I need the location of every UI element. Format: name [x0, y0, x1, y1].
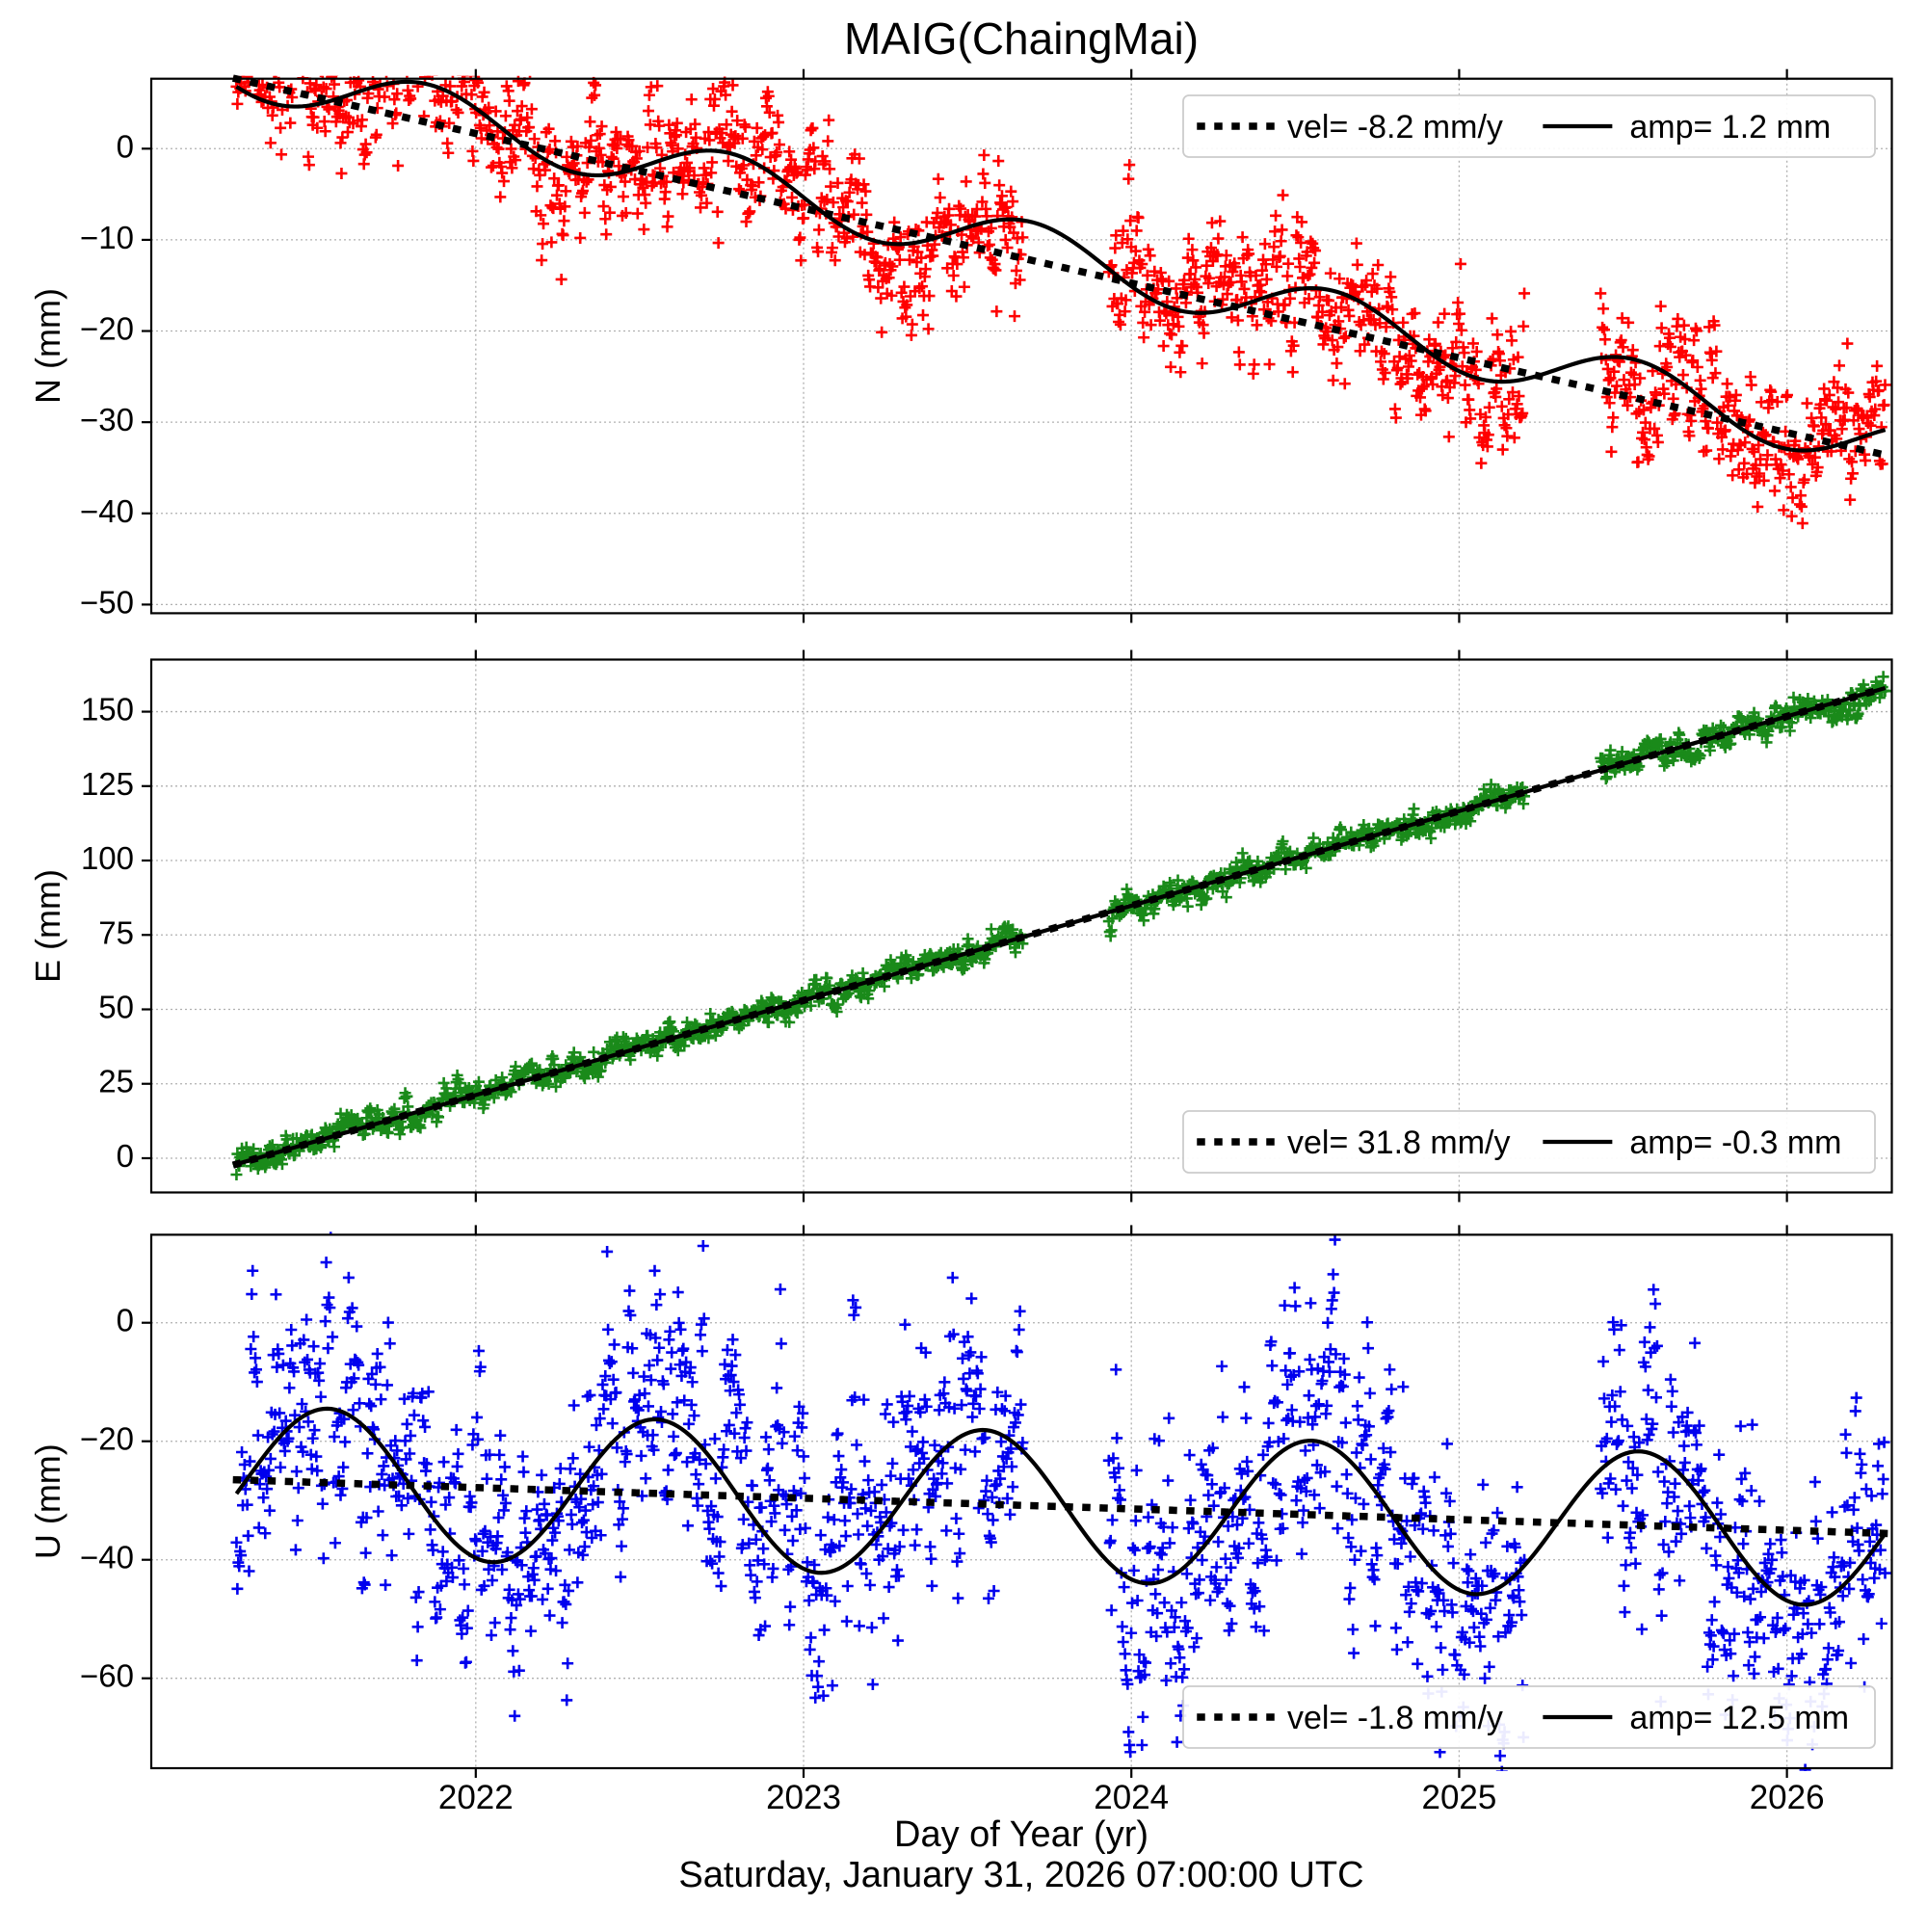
- svg-text:125: 125: [81, 766, 134, 802]
- svg-text:150: 150: [81, 692, 134, 728]
- svg-text:−40: −40: [80, 493, 134, 529]
- svg-text:100: 100: [81, 840, 134, 876]
- svg-text:0: 0: [117, 1138, 134, 1174]
- svg-text:2024: 2024: [1094, 1779, 1169, 1816]
- svg-text:vel= 31.8 mm/y: vel= 31.8 mm/y: [1287, 1125, 1510, 1161]
- svg-text:vel= -8.2 mm/y: vel= -8.2 mm/y: [1287, 109, 1503, 146]
- svg-text:75: 75: [98, 914, 134, 950]
- svg-text:amp= 1.2 mm: amp= 1.2 mm: [1629, 109, 1831, 146]
- svg-text:amp= 12.5 mm: amp= 12.5 mm: [1629, 1700, 1849, 1736]
- svg-text:2026: 2026: [1750, 1779, 1825, 1816]
- svg-text:0: 0: [117, 128, 134, 164]
- svg-text:−10: −10: [80, 220, 134, 255]
- svg-text:25: 25: [98, 1064, 134, 1099]
- svg-text:−40: −40: [80, 1540, 134, 1575]
- svg-text:2025: 2025: [1421, 1779, 1496, 1816]
- svg-text:Saturday, January 31, 2026 07:: Saturday, January 31, 2026 07:00:00 UTC: [678, 1855, 1363, 1895]
- svg-text:−20: −20: [80, 311, 134, 347]
- svg-text:2023: 2023: [766, 1779, 841, 1816]
- svg-text:U (mm): U (mm): [28, 1443, 67, 1559]
- svg-text:50: 50: [98, 990, 134, 1025]
- svg-text:−60: −60: [80, 1658, 134, 1694]
- svg-text:Day of Year (yr): Day of Year (yr): [894, 1814, 1148, 1855]
- svg-text:2022: 2022: [438, 1779, 514, 1816]
- svg-text:amp= -0.3 mm: amp= -0.3 mm: [1629, 1125, 1841, 1161]
- svg-text:N (mm): N (mm): [28, 288, 67, 404]
- svg-text:−30: −30: [80, 402, 134, 437]
- svg-text:0: 0: [117, 1303, 134, 1338]
- svg-text:MAIG(ChaingMai): MAIG(ChaingMai): [844, 13, 1199, 64]
- svg-text:E (mm): E (mm): [28, 869, 67, 983]
- svg-text:vel= -1.8 mm/y: vel= -1.8 mm/y: [1287, 1700, 1503, 1736]
- svg-text:−20: −20: [80, 1421, 134, 1457]
- svg-text:−50: −50: [80, 584, 134, 620]
